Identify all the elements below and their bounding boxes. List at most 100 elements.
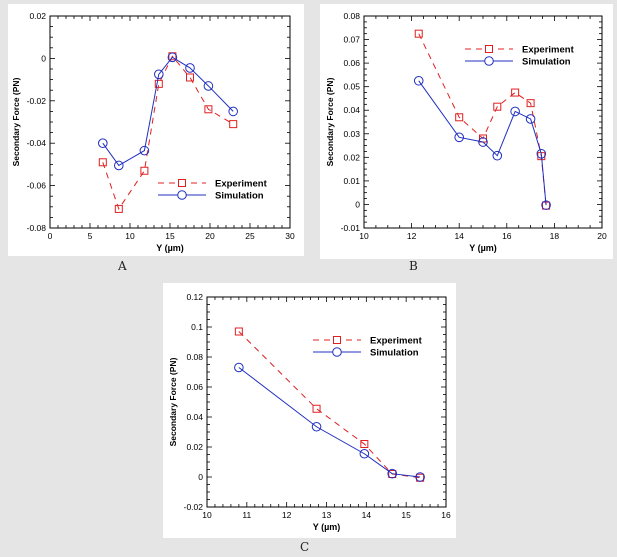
y-tick-label: 0.03 <box>343 129 360 139</box>
y-tick-label: 0 <box>41 53 46 63</box>
data-point-simulation <box>492 150 503 161</box>
data-point-simulation <box>185 63 195 73</box>
y-tick-label: 0.12 <box>186 292 203 302</box>
y-tick-label: 0.01 <box>343 176 360 186</box>
x-tick-label: 18 <box>550 231 560 241</box>
panel-background <box>163 283 456 538</box>
data-point-experiment <box>234 327 243 336</box>
y-axis-label: Secondary Force (PN) <box>11 77 21 166</box>
data-point-experiment <box>511 88 520 97</box>
data-point-experiment <box>114 204 123 213</box>
data-point-simulation <box>228 106 238 117</box>
y-tick-label: -0.06 <box>27 181 47 191</box>
x-tick-label: 16 <box>441 510 451 520</box>
data-point-experiment <box>414 29 423 38</box>
x-axis-label: Y (µm) <box>156 243 184 253</box>
x-tick-label: 10 <box>202 510 212 520</box>
y-tick-label: -0.04 <box>27 138 47 148</box>
y-tick-label: -0.02 <box>27 96 47 106</box>
legend-marker-simulation <box>484 56 494 66</box>
y-tick-label: 0.07 <box>343 35 360 45</box>
y-tick-label: -0.02 <box>184 502 204 512</box>
series-line-experiment <box>238 331 421 479</box>
x-tick-label: 12 <box>282 510 292 520</box>
panel-label-b: B <box>409 259 418 273</box>
legend-label-experiment: Experiment <box>522 45 575 56</box>
x-axis-label: Y (µm) <box>469 243 497 253</box>
plot-frame <box>206 296 447 508</box>
data-point-simulation <box>167 52 178 63</box>
x-axis-label: Y (µm) <box>313 522 341 532</box>
x-tick-label: 15 <box>165 231 175 241</box>
x-tick-label: 14 <box>362 510 372 520</box>
data-point-simulation <box>413 75 424 86</box>
data-point-experiment <box>526 99 535 108</box>
data-point-simulation <box>311 421 322 432</box>
data-point-experiment <box>229 120 238 129</box>
panel-label-c: C <box>300 540 310 554</box>
x-tick-label: 5 <box>88 231 93 241</box>
y-tick-label: 0.08 <box>186 352 203 362</box>
y-tick-label: 0.08 <box>343 11 360 21</box>
y-tick-label: 0.1 <box>191 322 203 332</box>
data-point-simulation <box>510 106 520 117</box>
legend-label-simulation: Simulation <box>215 191 264 202</box>
x-tick-label: 15 <box>401 510 411 520</box>
data-point-simulation <box>203 81 214 91</box>
y-tick-label: 0 <box>198 472 203 482</box>
y-tick-label: -0.08 <box>27 223 47 233</box>
y-tick-label: 0.06 <box>186 382 203 392</box>
x-tick-label: 16 <box>502 231 512 241</box>
data-point-simulation <box>139 145 150 156</box>
data-point-simulation <box>154 69 164 80</box>
data-point-experiment <box>186 73 194 82</box>
y-axis-label: Secondary Force (PN) <box>325 77 335 166</box>
x-tick-label: 0 <box>48 231 53 241</box>
y-tick-label: 0.04 <box>343 105 360 115</box>
y-tick-label: 0.04 <box>186 412 203 422</box>
data-point-simulation <box>359 448 370 459</box>
series-line-experiment <box>102 55 234 211</box>
y-tick-label: 0.05 <box>343 82 360 92</box>
chart-panel-a: 0 5 10 15 20 25 30 -0.08 -0.06 -0.04 -0.02 0 0.02 Y (… <box>8 4 304 256</box>
data-point-simulation <box>234 362 244 373</box>
series-line-simulation <box>238 367 421 478</box>
y-axis-label: Secondary Force (PN) <box>168 357 178 446</box>
chart-panel-c: 10 11 12 13 14 15 16 -0.02 0 0.02 0.04 0.06 0.08 0.1 0… <box>163 283 456 538</box>
legend-label-simulation: Simulation <box>522 57 571 68</box>
plot-frame <box>49 15 291 229</box>
data-point-experiment <box>204 105 213 114</box>
x-tick-label: 12 <box>407 231 417 241</box>
legend-label-experiment: Experiment <box>215 179 268 190</box>
data-point-experiment <box>493 102 502 111</box>
data-point-simulation <box>415 472 425 482</box>
data-point-experiment <box>455 113 464 122</box>
data-point-simulation <box>536 149 547 159</box>
data-point-simulation <box>387 468 398 479</box>
data-point-simulation <box>541 200 551 210</box>
data-point-simulation <box>114 160 124 171</box>
y-tick-label: 0.02 <box>186 442 203 452</box>
x-tick-label: 10 <box>359 231 369 241</box>
x-tick-label: 11 <box>242 510 251 520</box>
plot-frame <box>363 15 603 229</box>
chart-panel-b: 10 12 14 16 18 20 -0.01 0 0.01 0.02 0.03 0.04 0.05 0.… <box>320 4 613 259</box>
panel-background <box>8 4 304 256</box>
legend-marker-experiment <box>333 336 341 344</box>
data-point-simulation <box>454 132 465 143</box>
legend-marker-simulation <box>177 190 187 200</box>
x-tick-label: 10 <box>125 231 135 241</box>
panel-background <box>320 4 613 259</box>
legend-marker-simulation <box>332 347 342 357</box>
data-point-simulation <box>525 114 536 124</box>
legend-marker-experiment <box>178 179 186 187</box>
data-point-experiment <box>98 158 107 167</box>
panel-label-a: A <box>118 259 127 273</box>
x-tick-label: 14 <box>454 231 464 241</box>
data-point-experiment <box>360 440 369 448</box>
x-tick-label: 20 <box>597 231 607 241</box>
